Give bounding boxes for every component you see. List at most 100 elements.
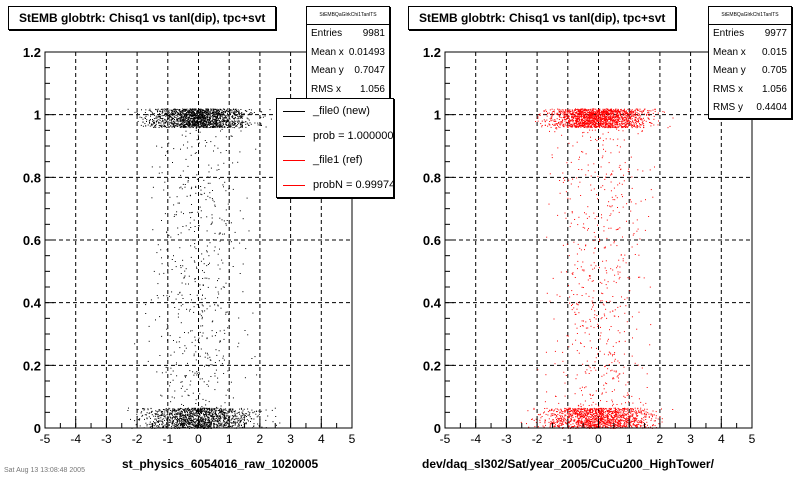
data-point bbox=[184, 186, 186, 188]
data-point bbox=[554, 113, 556, 115]
data-point bbox=[226, 311, 228, 313]
data-point bbox=[160, 111, 162, 113]
data-point bbox=[618, 111, 619, 112]
data-point bbox=[165, 119, 167, 121]
data-point bbox=[596, 110, 598, 112]
data-point bbox=[234, 120, 236, 122]
data-point bbox=[153, 120, 155, 122]
data-point bbox=[187, 118, 189, 120]
data-point bbox=[156, 371, 158, 373]
data-point bbox=[574, 114, 575, 116]
data-point bbox=[183, 213, 184, 215]
data-point bbox=[614, 119, 616, 121]
data-point bbox=[630, 114, 632, 116]
data-point bbox=[173, 115, 175, 117]
data-point bbox=[172, 117, 173, 119]
data-point bbox=[595, 126, 597, 128]
data-point bbox=[223, 418, 225, 420]
data-point bbox=[224, 126, 226, 128]
data-point bbox=[213, 120, 215, 122]
data-point bbox=[581, 115, 582, 117]
x-tick-label: 3 bbox=[287, 432, 294, 446]
data-point bbox=[152, 113, 154, 115]
data-point bbox=[640, 118, 642, 120]
data-point bbox=[173, 125, 175, 127]
data-point bbox=[196, 411, 198, 413]
data-point bbox=[189, 370, 191, 372]
data-point bbox=[613, 110, 615, 112]
data-point bbox=[194, 422, 196, 424]
data-point bbox=[201, 110, 203, 112]
data-point bbox=[181, 294, 183, 296]
data-point bbox=[201, 119, 203, 121]
data-point bbox=[628, 116, 630, 118]
data-point bbox=[169, 335, 171, 337]
data-point bbox=[559, 126, 561, 128]
data-point bbox=[201, 335, 203, 337]
data-point bbox=[210, 414, 212, 416]
data-point bbox=[180, 415, 182, 417]
data-point bbox=[624, 108, 625, 110]
data-point bbox=[198, 118, 200, 120]
data-point bbox=[231, 411, 233, 413]
data-point bbox=[238, 118, 240, 120]
data-point bbox=[209, 112, 211, 114]
data-point bbox=[207, 357, 209, 359]
data-point bbox=[635, 117, 637, 119]
data-point bbox=[188, 112, 190, 114]
data-point bbox=[631, 125, 633, 127]
data-point bbox=[242, 121, 244, 123]
data-point bbox=[261, 426, 263, 428]
data-point bbox=[189, 109, 191, 111]
data-point bbox=[188, 121, 190, 123]
data-point bbox=[222, 355, 224, 357]
data-point bbox=[211, 120, 213, 121]
data-point bbox=[579, 116, 581, 118]
data-point bbox=[186, 117, 188, 119]
data-point bbox=[580, 108, 582, 110]
data-point bbox=[171, 396, 173, 398]
data-point bbox=[202, 127, 204, 128]
data-point bbox=[615, 113, 617, 115]
data-point bbox=[157, 110, 158, 112]
data-point bbox=[205, 145, 206, 147]
data-point bbox=[246, 419, 248, 421]
data-point bbox=[200, 125, 202, 127]
data-point bbox=[210, 359, 212, 361]
data-point bbox=[162, 119, 164, 121]
data-point bbox=[164, 125, 165, 127]
data-point bbox=[553, 121, 555, 122]
data-point bbox=[180, 381, 182, 383]
data-point bbox=[222, 286, 224, 288]
data-point bbox=[195, 412, 197, 414]
data-point bbox=[212, 199, 214, 201]
data-point bbox=[637, 118, 639, 120]
data-point bbox=[184, 113, 186, 115]
data-point bbox=[223, 338, 225, 340]
data-point bbox=[256, 416, 258, 418]
data-point bbox=[220, 424, 222, 426]
data-point bbox=[219, 232, 221, 234]
data-point bbox=[592, 119, 594, 121]
data-point bbox=[202, 325, 204, 327]
data-point bbox=[240, 407, 242, 409]
data-point bbox=[606, 116, 608, 118]
data-point bbox=[185, 420, 187, 422]
data-point bbox=[204, 423, 206, 425]
data-point bbox=[242, 113, 244, 115]
data-point bbox=[247, 411, 249, 413]
data-point bbox=[173, 409, 175, 411]
data-point bbox=[215, 369, 217, 371]
data-point bbox=[587, 125, 589, 127]
data-point bbox=[204, 122, 205, 124]
data-point bbox=[227, 125, 229, 126]
data-point bbox=[160, 414, 162, 416]
data-point bbox=[158, 420, 159, 422]
data-point bbox=[250, 418, 252, 420]
data-point bbox=[206, 112, 208, 114]
data-point bbox=[202, 294, 203, 296]
data-point bbox=[169, 113, 171, 115]
data-point bbox=[202, 423, 204, 424]
data-point bbox=[603, 113, 605, 115]
data-point bbox=[223, 424, 225, 426]
